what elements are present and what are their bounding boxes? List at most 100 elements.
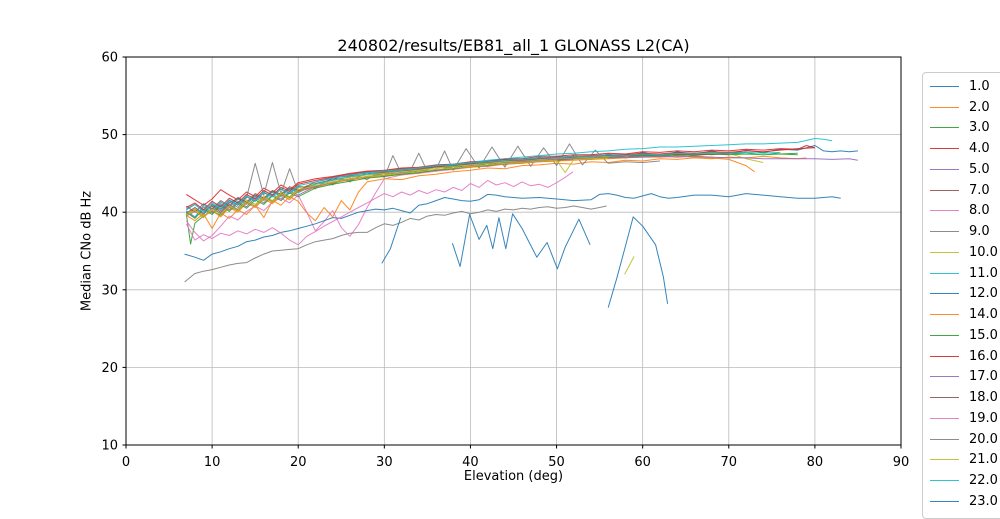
legend-item-label: 14.0 bbox=[969, 307, 998, 323]
legend-line-swatch bbox=[930, 293, 959, 295]
series-line-5.0 bbox=[186, 153, 712, 218]
series-line-2.0 bbox=[186, 155, 807, 229]
legend-line-swatch bbox=[930, 168, 959, 170]
legend-line-swatch bbox=[930, 500, 959, 502]
legend-item: 4.0 bbox=[930, 138, 1000, 159]
legend-line-swatch bbox=[930, 106, 959, 108]
legend-line-swatch bbox=[930, 189, 959, 191]
plot-area: 0 10 20 30 40 50 60 70 80 90 10 20 30 40 50 60 bbox=[101, 51, 910, 470]
legend-item: 18.0 bbox=[930, 387, 1000, 408]
legend-item: 20.0 bbox=[930, 429, 1000, 450]
legend-line-swatch bbox=[930, 397, 959, 399]
legend-item-label: 22.0 bbox=[969, 473, 998, 489]
series-line-23.0 bbox=[607, 216, 669, 308]
legend-item-label: 12.0 bbox=[969, 286, 998, 302]
legend-line-swatch bbox=[930, 438, 959, 440]
legend-line-swatch bbox=[930, 251, 959, 253]
legend-item-label: 21.0 bbox=[969, 452, 998, 468]
legend-line-swatch bbox=[930, 417, 959, 419]
legend-item: 5.0 bbox=[930, 159, 1000, 180]
legend-item: 19.0 bbox=[930, 408, 1000, 429]
legend-item: 12.0 bbox=[930, 284, 1000, 305]
legend-item: 17.0 bbox=[930, 367, 1000, 388]
legend-item: 8.0 bbox=[930, 201, 1000, 222]
legend-line-swatch bbox=[930, 459, 959, 461]
x-axis-label: Elevation (deg) bbox=[463, 469, 564, 484]
chart-title: 240802/results/EB81_all_1 GLONASS L2(CA) bbox=[337, 36, 690, 55]
x-tick-label: 0 bbox=[122, 455, 130, 470]
y-axis-label: Median CNo dB Hz bbox=[79, 190, 95, 312]
legend-item: 21.0 bbox=[930, 450, 1000, 471]
legend-item: 22.0 bbox=[930, 470, 1000, 491]
legend: 1.0 2.0 3.0 4.0 5.0 7.0 8.0 9.0 10.0 11.0 12.0 14.0… bbox=[922, 72, 1000, 519]
x-tick-label: 80 bbox=[807, 455, 824, 470]
x-tick-label: 50 bbox=[548, 455, 565, 470]
legend-item-label: 16.0 bbox=[969, 348, 998, 364]
legend-item-label: 11.0 bbox=[969, 265, 998, 281]
legend-item-label: 7.0 bbox=[969, 182, 990, 198]
legend-line-swatch bbox=[930, 334, 959, 336]
legend-line-swatch bbox=[930, 314, 959, 316]
series-line-12.0 bbox=[184, 193, 841, 261]
legend-item-label: 10.0 bbox=[969, 244, 998, 260]
y-tick-label: 60 bbox=[101, 51, 118, 66]
x-tick-label: 20 bbox=[290, 455, 307, 470]
y-tick-label: 30 bbox=[101, 283, 118, 298]
y-tick-label: 50 bbox=[101, 128, 118, 143]
legend-item-label: 19.0 bbox=[969, 410, 998, 426]
legend-line-swatch bbox=[930, 231, 959, 233]
x-tick-label: 70 bbox=[721, 455, 738, 470]
legend-item: 9.0 bbox=[930, 221, 1000, 242]
legend-line-swatch bbox=[930, 376, 959, 378]
legend-item-label: 4.0 bbox=[969, 141, 990, 157]
x-tick-label: 60 bbox=[634, 455, 651, 470]
series-line-21.0 bbox=[186, 157, 609, 219]
legend-item: 14.0 bbox=[930, 304, 1000, 325]
legend-item: 16.0 bbox=[930, 346, 1000, 367]
legend-line-swatch bbox=[930, 85, 959, 87]
series-line-15.0 bbox=[186, 153, 798, 219]
legend-item: 2.0 bbox=[930, 97, 1000, 118]
legend-item-label: 5.0 bbox=[969, 161, 990, 177]
series-line-7.0 bbox=[186, 151, 747, 213]
series-line-1.0 bbox=[186, 145, 858, 215]
legend-item: 23.0 bbox=[930, 491, 1000, 512]
legend-line-swatch bbox=[930, 355, 959, 357]
legend-item: 7.0 bbox=[930, 180, 1000, 201]
legend-item-label: 23.0 bbox=[969, 493, 998, 509]
legend-line-swatch bbox=[930, 210, 959, 212]
y-tick-label: 20 bbox=[101, 361, 118, 376]
legend-item: 10.0 bbox=[930, 242, 1000, 263]
legend-item-label: 20.0 bbox=[969, 431, 998, 447]
x-tick-label: 30 bbox=[376, 455, 393, 470]
axes-spines bbox=[125, 56, 902, 446]
series-line-23.0 bbox=[381, 217, 402, 264]
legend-item-label: 17.0 bbox=[969, 369, 998, 385]
legend-line-swatch bbox=[930, 148, 959, 150]
legend-item-label: 18.0 bbox=[969, 390, 998, 406]
legend-item: 15.0 bbox=[930, 325, 1000, 346]
x-tick-label: 90 bbox=[893, 455, 910, 470]
legend-item-label: 3.0 bbox=[969, 120, 990, 136]
x-tick-label: 10 bbox=[204, 455, 221, 470]
legend-item: 3.0 bbox=[930, 118, 1000, 139]
legend-line-swatch bbox=[930, 480, 959, 482]
series-line-23.0 bbox=[451, 213, 591, 270]
legend-item: 11.0 bbox=[930, 263, 1000, 284]
series-line-21.0 bbox=[624, 256, 635, 275]
legend-item-label: 1.0 bbox=[969, 78, 990, 94]
figure-canvas: { "title": "240802/results/EB81_all_1 GL… bbox=[79, 36, 1000, 519]
x-tick-label: 40 bbox=[462, 455, 479, 470]
legend-line-swatch bbox=[930, 127, 959, 129]
legend-item-label: 8.0 bbox=[969, 203, 990, 219]
series-line-22.0 bbox=[186, 151, 781, 212]
legend-item: 1.0 bbox=[930, 76, 1000, 97]
series-line-20.0 bbox=[184, 205, 607, 283]
figure: 0 10 20 30 40 50 60 70 80 90 10 20 30 40 50 60 240802/r… bbox=[79, 36, 1000, 519]
y-tick-label: 40 bbox=[101, 206, 118, 221]
series-line-9.0 bbox=[186, 143, 660, 215]
legend-item-label: 9.0 bbox=[969, 224, 990, 240]
legend-item-label: 15.0 bbox=[969, 327, 998, 343]
legend-item-label: 2.0 bbox=[969, 99, 990, 115]
y-tick-label: 10 bbox=[101, 439, 118, 454]
